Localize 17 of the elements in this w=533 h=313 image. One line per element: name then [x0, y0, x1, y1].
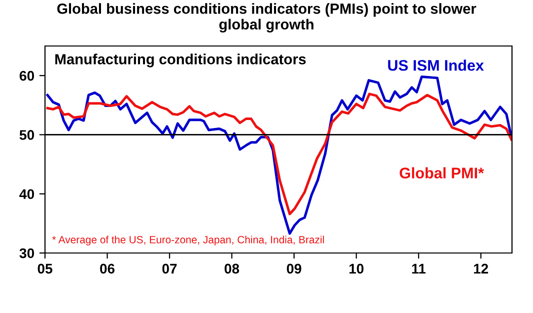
- x-tick-label: 08: [224, 264, 240, 274]
- chart-subtitle: Manufacturing conditions indicators: [55, 54, 306, 68]
- x-tick-label: 10: [349, 264, 364, 274]
- y-tick-label: 50: [20, 130, 34, 140]
- series-label: US ISM Index: [388, 60, 484, 71]
- y-tick-label: 40: [19, 189, 34, 200]
- series-label: Global PMI*: [400, 167, 484, 178]
- y-tick-label: 30: [19, 248, 34, 258]
- chart-title: Global business conditions indicators (PMIs) point to slower global growth: [57, 3, 476, 32]
- x-tick-label: 11: [412, 264, 426, 274]
- x-tick-label: 05: [38, 264, 52, 274]
- y-tick-label: 60: [20, 70, 34, 81]
- x-tick-label: 06: [100, 264, 114, 274]
- x-tick-label: 12: [474, 264, 488, 274]
- annotation: * Average of the US, Euro-zone, Japan, China, India, Brazil: [52, 236, 324, 246]
- x-tick-label: 07: [162, 264, 177, 274]
- x-tick-label: 09: [286, 264, 302, 274]
